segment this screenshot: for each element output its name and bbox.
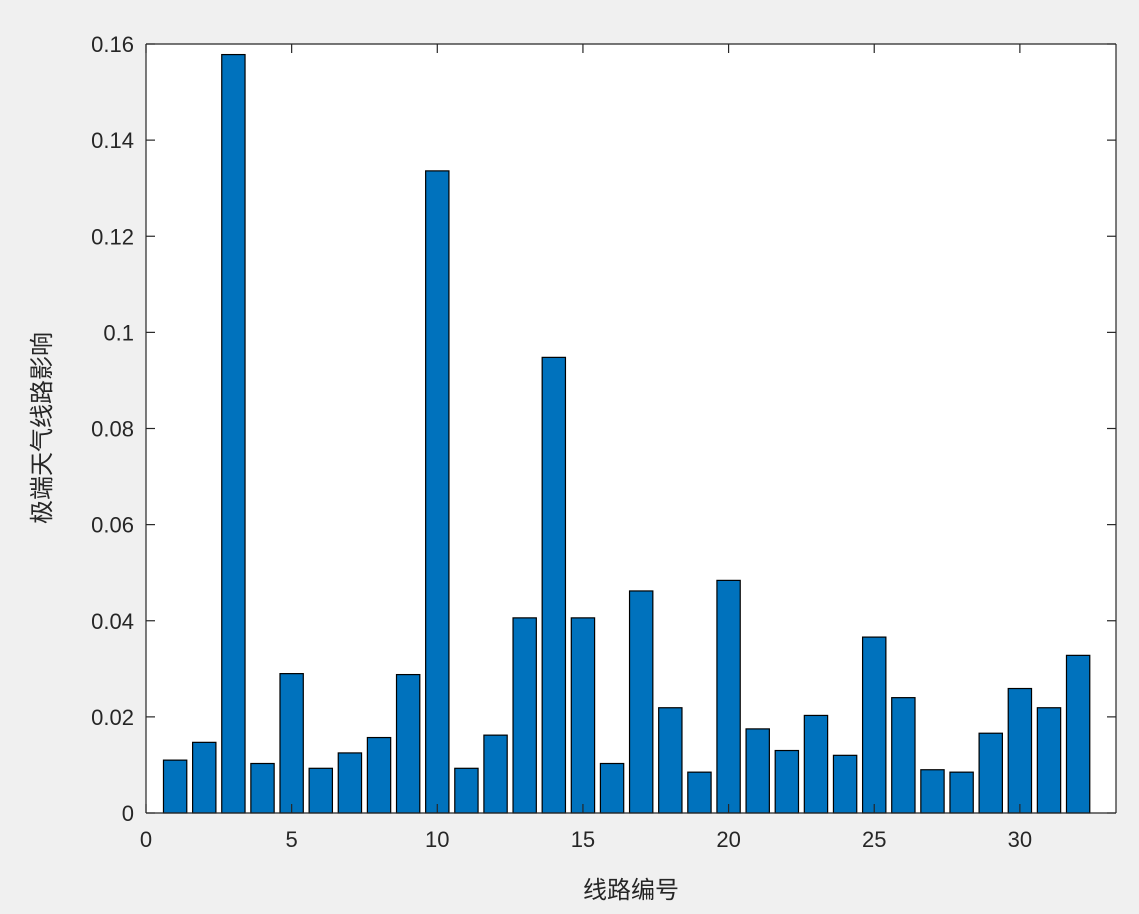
bar-13 [512,617,537,814]
x-tick-label: 15 [571,827,595,852]
bar-6 [308,767,334,814]
bar-9 [395,673,421,814]
bar-20 [716,579,741,814]
y-tick-label: 0.1 [103,320,134,345]
bar-24 [832,754,858,814]
y-tick-label: 0.06 [91,513,134,538]
y-tick-label: 0.12 [91,224,134,249]
bar-10 [425,170,450,814]
bar-1 [162,759,188,814]
bar-2 [192,741,217,814]
x-tick-label: 0 [140,827,152,852]
y-tick-label: 0.14 [91,128,134,153]
bar-29 [978,732,1003,814]
bar-25 [861,636,887,814]
bar-23 [803,714,829,814]
y-tick-label: 0.08 [91,417,134,442]
x-tick-label: 30 [1008,827,1032,852]
x-tick-label: 25 [862,827,886,852]
y-tick-label: 0.04 [91,609,134,634]
y-tick-label: 0.02 [91,705,134,730]
bar-18 [658,707,683,814]
x-axis-label: 线路编号 [583,876,679,904]
bar-3 [221,53,246,814]
y-axis-label: 极端天气线路影响 [28,332,56,524]
bar-28 [949,771,974,814]
bar-32 [1065,654,1091,814]
bar-14 [541,356,567,814]
bars-group [162,53,1091,814]
bar-26 [891,697,916,814]
bar-8 [366,736,392,814]
bar-21 [745,728,770,814]
x-tick-label: 5 [286,827,298,852]
x-tick-label: 20 [716,827,740,852]
bar-5 [279,673,304,814]
bar-15 [570,617,596,814]
bar-17 [628,590,654,814]
bar-22 [774,749,800,814]
ticks-group: 0 5 10 15 20 25 30 0 0.02 0.04 0.06 0.08 0.1 0.12 0.14… [91,32,1116,852]
x-tick-label: 10 [425,827,449,852]
bar-27 [920,769,945,814]
bar-4 [250,762,275,814]
bar-11 [454,767,479,814]
y-tick-label: 0.16 [91,32,134,57]
y-tick-label: 0 [122,801,134,826]
bar-19 [687,771,712,814]
bar-7 [337,752,363,814]
bar-16 [599,762,625,814]
bar-31 [1036,707,1062,814]
bar-30 [1007,687,1033,814]
bar-12 [483,734,508,814]
